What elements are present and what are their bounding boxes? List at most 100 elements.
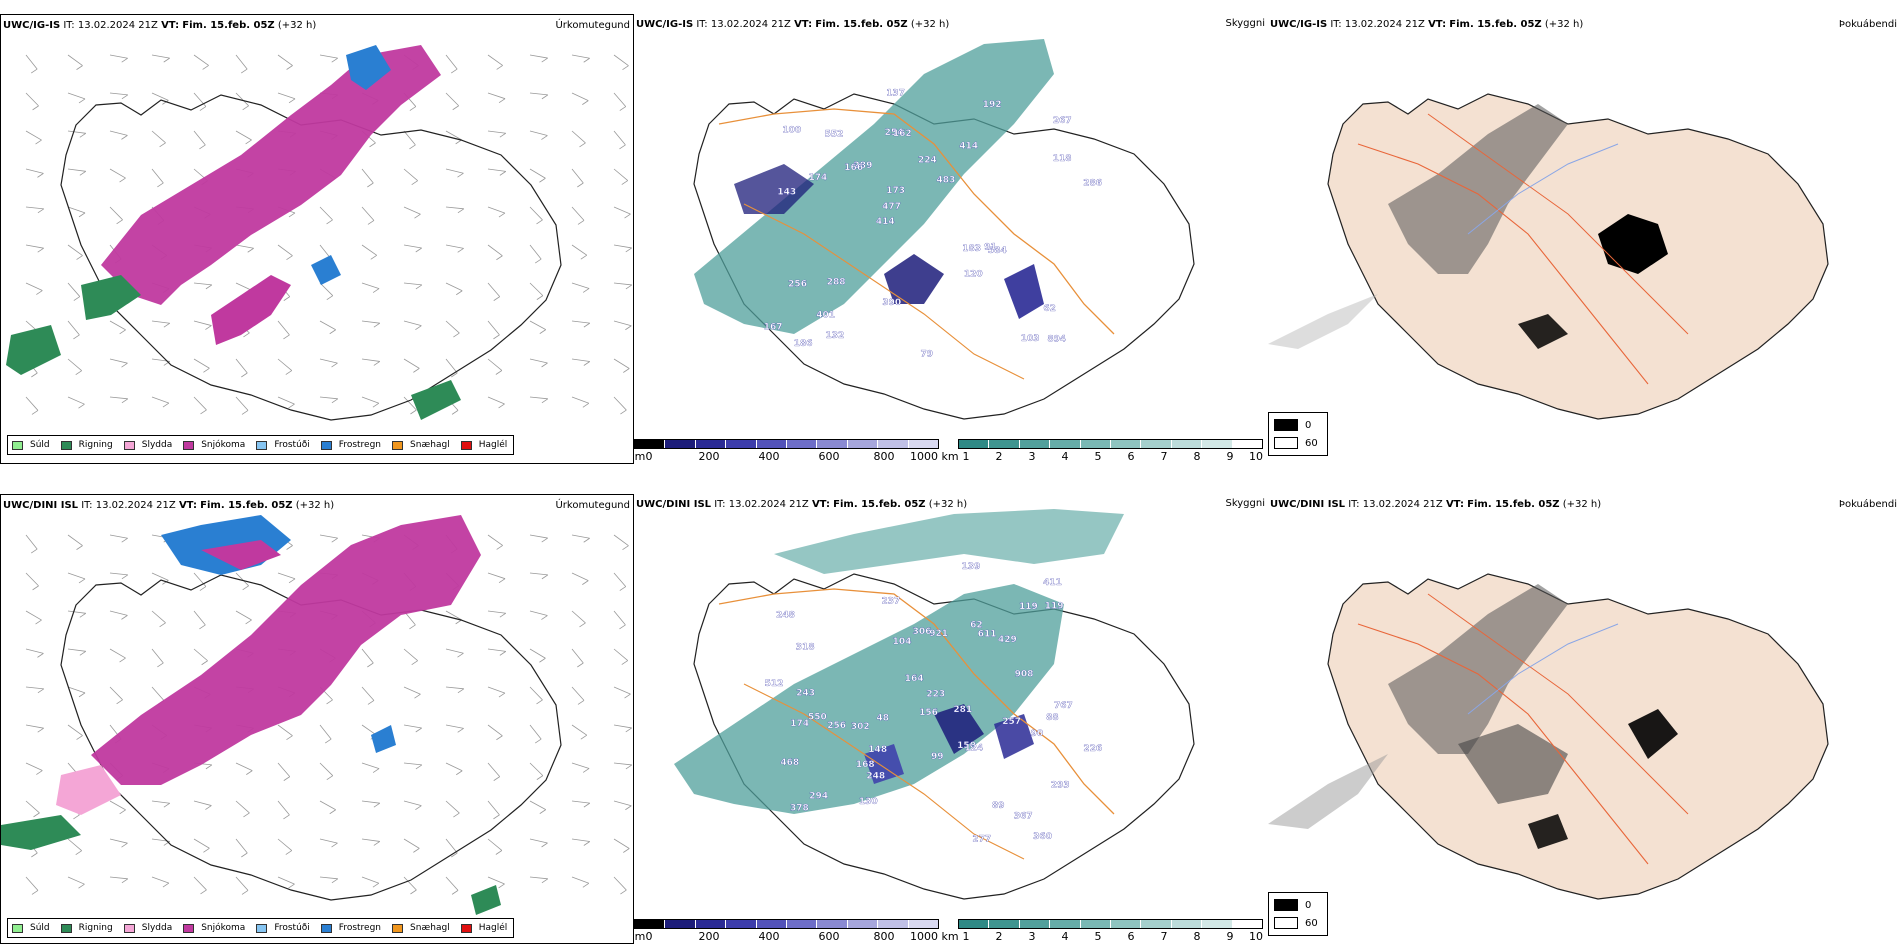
- wind-barb: [193, 876, 207, 895]
- panel-name-fog-bottom: Þokuábendi: [1838, 499, 1897, 510]
- wind-barb: [613, 534, 629, 550]
- wind-barb: [319, 206, 333, 225]
- site-value-label: 174: [790, 719, 809, 729]
- wind-barb: [151, 92, 169, 105]
- wind-barb: [403, 762, 423, 770]
- wind-barb: [235, 358, 248, 378]
- precip-type-panel-top: UWC/IG-IS IT: 13.02.2024 21Z VT: Fim. 15…: [0, 14, 634, 464]
- wind-barb: [445, 54, 458, 74]
- wind-barb: [403, 206, 421, 219]
- wind-barb: [277, 358, 293, 375]
- wind-barb: [151, 876, 170, 888]
- site-value-label: 119: [1045, 602, 1064, 612]
- wind-barb: [25, 206, 45, 214]
- wind-barb: [613, 358, 630, 373]
- site-value-label: 62: [1043, 304, 1056, 314]
- wind-barb: [403, 320, 422, 330]
- wind-barb: [571, 206, 585, 225]
- wind-barb: [445, 320, 460, 338]
- wind-barb: [613, 168, 629, 185]
- precip-map-bottom: [1, 515, 633, 915]
- wind-barb: [613, 54, 629, 70]
- wind-barb: [361, 686, 375, 705]
- wind-barb: [613, 876, 627, 895]
- wind-barb: [613, 320, 632, 331]
- wind-barb: [403, 244, 422, 253]
- legend-item-snaehagl: Snæhagl: [392, 923, 450, 933]
- wind-barb: [571, 762, 590, 773]
- site-value-label: 103: [1021, 334, 1040, 344]
- wind-barb: [571, 358, 591, 366]
- site-value-label: 306: [913, 627, 932, 637]
- wind-barb: [487, 168, 507, 176]
- site-value-label: 429: [998, 635, 1017, 645]
- panel-title-top-precip: UWC/IG-IS IT: 13.02.2024 21Z VT: Fim. 15…: [3, 20, 317, 31]
- wind-barb: [25, 168, 44, 178]
- wind-barb: [571, 534, 590, 543]
- site-value-label: 256: [827, 721, 846, 731]
- wind-barb: [571, 572, 589, 585]
- site-value-label: 257: [1002, 717, 1021, 727]
- visibility-colorbar-bottom: [958, 919, 1263, 929]
- wind-barb: [529, 130, 548, 140]
- wind-barb: [193, 572, 207, 591]
- wind-barb: [109, 800, 126, 815]
- site-value-label: 512: [765, 679, 784, 689]
- wind-barb: [487, 800, 500, 820]
- site-value-label: 248: [866, 772, 885, 782]
- wind-barb: [529, 358, 548, 368]
- wind-barb: [613, 800, 632, 811]
- wind-barb: [109, 838, 128, 848]
- precip-type-panel-bottom: UWC/DINI ISL IT: 13.02.2024 21Z VT: Fim.…: [0, 494, 634, 944]
- wind-barb: [403, 724, 422, 733]
- wind-barb: [361, 320, 381, 328]
- wind-barb: [193, 396, 207, 415]
- legend-item-frostregn: Frostregn: [320, 923, 381, 933]
- site-value-label: 477: [882, 202, 901, 212]
- wind-barb: [67, 130, 87, 138]
- wind-barb: [193, 800, 212, 810]
- wind-barb: [193, 320, 212, 330]
- site-value-label: 254: [885, 128, 904, 138]
- panel-title-top-fog: UWC/IG-IS IT: 13.02.2024 21Z VT: Fim. 15…: [1270, 19, 1584, 30]
- wind-barb: [403, 800, 422, 810]
- wind-barb: [67, 358, 82, 375]
- wind-barb: [361, 282, 380, 293]
- wind-barb: [361, 206, 375, 225]
- site-value-label: 360: [1033, 832, 1052, 842]
- wind-barb: [25, 724, 44, 733]
- wind-barb: [109, 876, 129, 884]
- wind-barb: [67, 724, 83, 740]
- wind-barb: [613, 724, 632, 733]
- wind-barb: [67, 686, 86, 698]
- site-value-label: 99: [931, 752, 944, 762]
- wind-barb: [25, 648, 44, 658]
- wind-barb: [193, 358, 210, 373]
- legend-item-snjokoma: Snjókoma: [183, 923, 245, 933]
- wind-barb: [445, 206, 465, 214]
- wind-barb: [151, 54, 170, 63]
- wind-barb: [361, 648, 374, 668]
- wind-barb: [445, 244, 464, 253]
- wind-barb: [67, 206, 86, 218]
- wind-barb: [277, 762, 291, 781]
- wind-barb: [319, 320, 336, 335]
- site-value-label: 168: [856, 760, 875, 770]
- site-value-label: 908: [1015, 669, 1034, 679]
- site-value-label: 286: [1083, 178, 1102, 188]
- wind-barb: [529, 206, 543, 225]
- wind-barb: [613, 282, 633, 290]
- wind-barb: [151, 358, 171, 366]
- legend-item-sudl: Súld: [12, 923, 50, 933]
- site-value-label: 294: [809, 791, 828, 801]
- wind-barb: [67, 282, 81, 301]
- site-value-label: 550: [808, 712, 827, 722]
- legend-item-frostudi: Frostúði: [256, 440, 310, 450]
- legend-item-slydda: Slydda: [123, 440, 172, 450]
- fog-legend-top: 0 60: [1268, 412, 1328, 456]
- site-value-label: 148: [868, 745, 887, 755]
- wind-barb: [151, 648, 164, 668]
- wind-barb: [277, 876, 295, 889]
- cloud-base-colorbar-bottom: [634, 919, 939, 929]
- wind-barb: [67, 838, 82, 855]
